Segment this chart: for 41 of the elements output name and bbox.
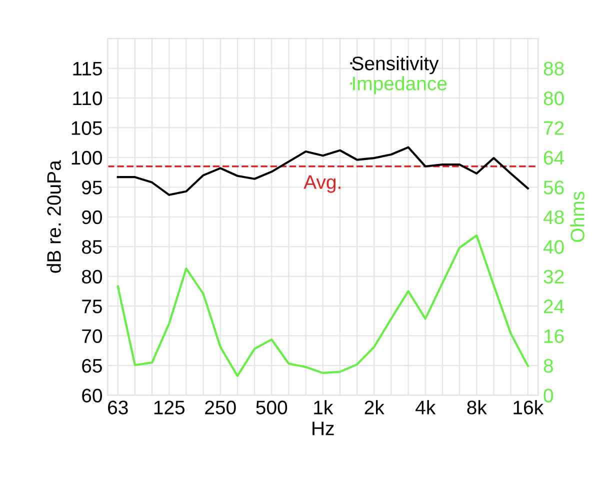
y-tick-label: 95 (82, 180, 102, 194)
x-tick-label: 16k (514, 400, 544, 414)
y-tick-label: 90 (82, 210, 102, 224)
y-tick-label: 80 (82, 270, 102, 284)
line-series (116, 146, 529, 196)
legend-label: Sensitivity (352, 56, 439, 74)
y-axis-title: dB re. 20uPa (46, 160, 61, 273)
legend-label: Impedance (353, 76, 447, 94)
y2-axis-title: Ohms (570, 192, 584, 242)
y-tick-label: 100 (72, 150, 102, 165)
y2-tick-label: 8 (544, 358, 553, 373)
y2-tick-label: 48 (543, 210, 564, 224)
y2-tick-label: 0 (544, 388, 554, 402)
y-tick-label: 115 (73, 62, 102, 76)
y2-tick-label: 64 (544, 150, 564, 165)
y-tick-label: 60 (82, 388, 102, 402)
y-tick-label: 85 (82, 240, 102, 254)
x-tick-label: 2k (364, 400, 384, 414)
y-tick-label: 70 (82, 329, 102, 344)
y2-tick-label: 88 (544, 62, 564, 76)
x-tick-label: 125 (154, 400, 185, 414)
y-tick-label: 105 (72, 121, 102, 135)
ref-line-label: Avg. (304, 175, 340, 193)
y-tick-label: 75 (82, 300, 102, 314)
x-axis-title: Hz (312, 422, 334, 436)
y2-tick-label: 24 (544, 300, 564, 314)
y2-tick-label: 32 (544, 270, 564, 284)
x-tick-label: 63 (108, 400, 128, 414)
y2-tick-label: 56 (544, 180, 564, 194)
x-tick-label: 500 (256, 400, 288, 414)
y2-tick-label: 16 (544, 329, 564, 344)
x-tick-label: 4k (416, 400, 436, 414)
y2-tick-label: 40 (543, 240, 564, 254)
line-series (116, 234, 529, 377)
x-tick-label: 250 (205, 400, 236, 414)
y-tick-label: 65 (82, 358, 102, 373)
y2-tick-label: 80 (544, 91, 564, 106)
y-tick-label: 110 (73, 91, 102, 106)
x-tick-label: 1k (314, 400, 334, 414)
x-tick-label: 8k (467, 400, 487, 414)
y2-tick-label: 72 (544, 121, 564, 135)
